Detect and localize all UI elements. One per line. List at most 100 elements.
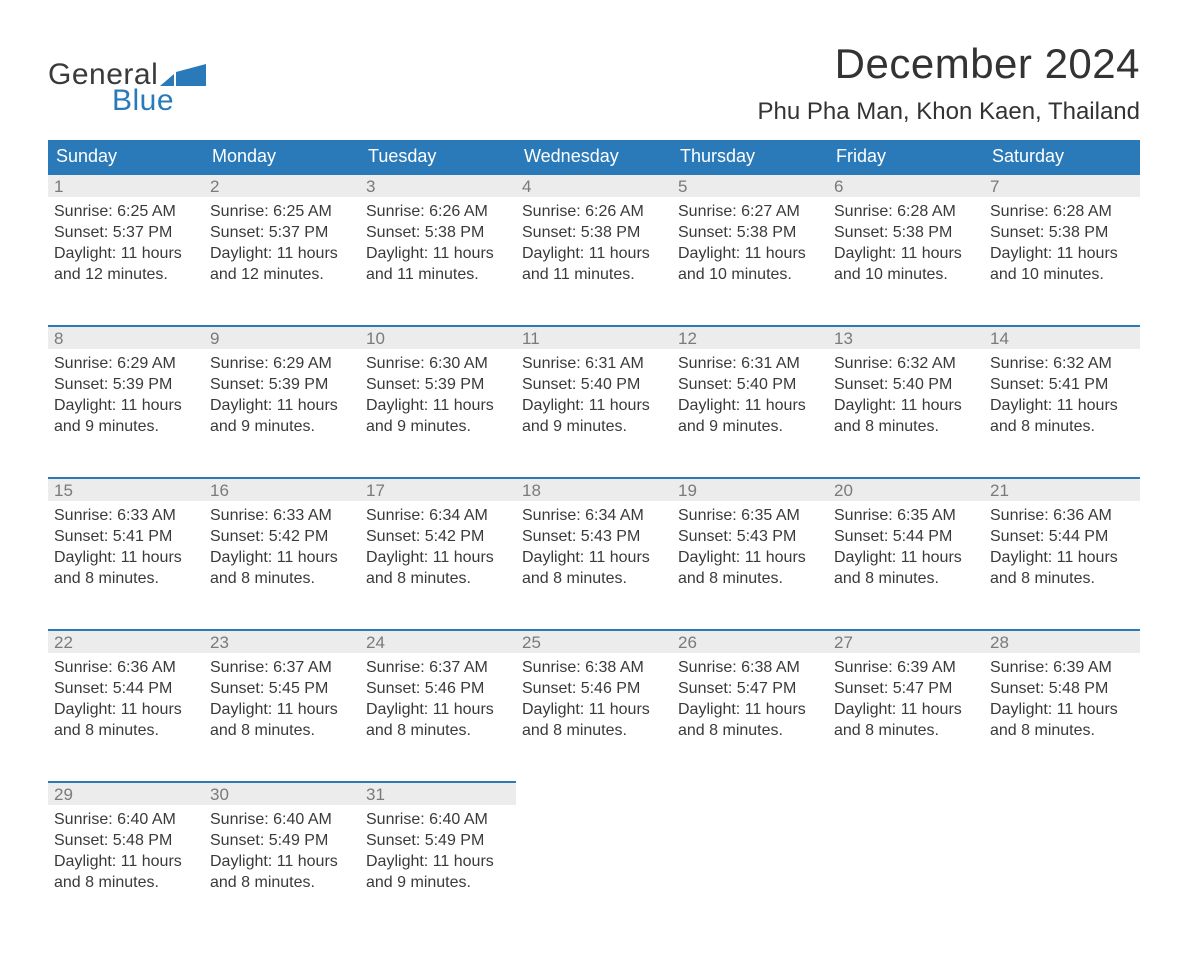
brand-word-2: Blue — [112, 84, 206, 118]
daylight-line: Daylight: 11 hours and 8 minutes. — [366, 547, 510, 589]
daylight-line: Daylight: 11 hours and 10 minutes. — [990, 243, 1134, 285]
day-body-cell — [516, 805, 672, 933]
day-number-cell: 17 — [360, 477, 516, 501]
weekday-header: Tuesday — [360, 140, 516, 173]
day-body-cell: Sunrise: 6:39 AMSunset: 5:47 PMDaylight:… — [828, 653, 984, 781]
day-details: Sunrise: 6:29 AMSunset: 5:39 PMDaylight:… — [48, 349, 204, 447]
weekday-header: Friday — [828, 140, 984, 173]
day-body-cell: Sunrise: 6:33 AMSunset: 5:42 PMDaylight:… — [204, 501, 360, 629]
day-details: Sunrise: 6:35 AMSunset: 5:44 PMDaylight:… — [828, 501, 984, 599]
daylight-line: Daylight: 11 hours and 9 minutes. — [54, 395, 198, 437]
day-details: Sunrise: 6:35 AMSunset: 5:43 PMDaylight:… — [672, 501, 828, 599]
week-daynum-row: 22232425262728 — [48, 629, 1140, 653]
day-number: 19 — [672, 477, 828, 501]
day-number — [828, 781, 984, 805]
day-details: Sunrise: 6:34 AMSunset: 5:42 PMDaylight:… — [360, 501, 516, 599]
day-number-cell: 30 — [204, 781, 360, 805]
day-details: Sunrise: 6:32 AMSunset: 5:40 PMDaylight:… — [828, 349, 984, 447]
day-number-cell: 28 — [984, 629, 1140, 653]
day-body-cell: Sunrise: 6:37 AMSunset: 5:46 PMDaylight:… — [360, 653, 516, 781]
daylight-line: Daylight: 11 hours and 8 minutes. — [834, 547, 978, 589]
sunrise-line: Sunrise: 6:31 AM — [522, 353, 666, 374]
week-body-row: Sunrise: 6:36 AMSunset: 5:44 PMDaylight:… — [48, 653, 1140, 781]
day-number-cell: 1 — [48, 173, 204, 197]
sunset-line: Sunset: 5:44 PM — [54, 678, 198, 699]
day-details: Sunrise: 6:25 AMSunset: 5:37 PMDaylight:… — [204, 197, 360, 295]
day-body-cell: Sunrise: 6:25 AMSunset: 5:37 PMDaylight:… — [204, 197, 360, 325]
sunrise-line: Sunrise: 6:26 AM — [366, 201, 510, 222]
day-details: Sunrise: 6:38 AMSunset: 5:47 PMDaylight:… — [672, 653, 828, 751]
day-number — [672, 781, 828, 805]
day-body-cell: Sunrise: 6:33 AMSunset: 5:41 PMDaylight:… — [48, 501, 204, 629]
day-number: 25 — [516, 629, 672, 653]
daylight-line: Daylight: 11 hours and 10 minutes. — [678, 243, 822, 285]
week-daynum-row: 293031 — [48, 781, 1140, 805]
day-number: 2 — [204, 173, 360, 197]
daylight-line: Daylight: 11 hours and 8 minutes. — [990, 395, 1134, 437]
day-number: 8 — [48, 325, 204, 349]
sunrise-line: Sunrise: 6:25 AM — [210, 201, 354, 222]
daylight-line: Daylight: 11 hours and 9 minutes. — [366, 395, 510, 437]
location-subtitle: Phu Pha Man, Khon Kaen, Thailand — [758, 98, 1141, 126]
sunrise-line: Sunrise: 6:34 AM — [522, 505, 666, 526]
daylight-line: Daylight: 11 hours and 9 minutes. — [678, 395, 822, 437]
day-number: 30 — [204, 781, 360, 805]
day-details: Sunrise: 6:25 AMSunset: 5:37 PMDaylight:… — [48, 197, 204, 295]
day-body-cell: Sunrise: 6:36 AMSunset: 5:44 PMDaylight:… — [984, 501, 1140, 629]
day-number-cell: 9 — [204, 325, 360, 349]
day-details: Sunrise: 6:33 AMSunset: 5:42 PMDaylight:… — [204, 501, 360, 599]
day-number-cell: 20 — [828, 477, 984, 501]
day-details: Sunrise: 6:40 AMSunset: 5:49 PMDaylight:… — [204, 805, 360, 903]
day-body-cell: Sunrise: 6:32 AMSunset: 5:41 PMDaylight:… — [984, 349, 1140, 477]
sunrise-line: Sunrise: 6:36 AM — [990, 505, 1134, 526]
weekday-header: Thursday — [672, 140, 828, 173]
day-details: Sunrise: 6:36 AMSunset: 5:44 PMDaylight:… — [984, 501, 1140, 599]
sunrise-line: Sunrise: 6:25 AM — [54, 201, 198, 222]
day-number: 17 — [360, 477, 516, 501]
day-details: Sunrise: 6:31 AMSunset: 5:40 PMDaylight:… — [672, 349, 828, 447]
sunset-line: Sunset: 5:39 PM — [210, 374, 354, 395]
day-details: Sunrise: 6:30 AMSunset: 5:39 PMDaylight:… — [360, 349, 516, 447]
day-details: Sunrise: 6:31 AMSunset: 5:40 PMDaylight:… — [516, 349, 672, 447]
day-details: Sunrise: 6:26 AMSunset: 5:38 PMDaylight:… — [516, 197, 672, 295]
day-body-cell: Sunrise: 6:37 AMSunset: 5:45 PMDaylight:… — [204, 653, 360, 781]
weekday-header: Wednesday — [516, 140, 672, 173]
sunset-line: Sunset: 5:42 PM — [366, 526, 510, 547]
sunset-line: Sunset: 5:49 PM — [366, 830, 510, 851]
day-number-cell: 14 — [984, 325, 1140, 349]
sunset-line: Sunset: 5:45 PM — [210, 678, 354, 699]
day-number: 6 — [828, 173, 984, 197]
brand-logo: General Blue — [48, 58, 206, 118]
day-number: 1 — [48, 173, 204, 197]
day-details: Sunrise: 6:39 AMSunset: 5:47 PMDaylight:… — [828, 653, 984, 751]
daylight-line: Daylight: 11 hours and 8 minutes. — [54, 851, 198, 893]
day-number: 13 — [828, 325, 984, 349]
day-number: 20 — [828, 477, 984, 501]
sunset-line: Sunset: 5:38 PM — [678, 222, 822, 243]
day-number: 26 — [672, 629, 828, 653]
sunset-line: Sunset: 5:39 PM — [366, 374, 510, 395]
day-number-cell: 4 — [516, 173, 672, 197]
day-number: 27 — [828, 629, 984, 653]
day-number: 29 — [48, 781, 204, 805]
day-number-cell: 16 — [204, 477, 360, 501]
day-number: 31 — [360, 781, 516, 805]
day-number: 10 — [360, 325, 516, 349]
sunset-line: Sunset: 5:44 PM — [990, 526, 1134, 547]
sunset-line: Sunset: 5:40 PM — [678, 374, 822, 395]
sunset-line: Sunset: 5:46 PM — [522, 678, 666, 699]
day-number-cell: 23 — [204, 629, 360, 653]
sunset-line: Sunset: 5:38 PM — [834, 222, 978, 243]
week-daynum-row: 1234567 — [48, 173, 1140, 197]
day-details: Sunrise: 6:37 AMSunset: 5:46 PMDaylight:… — [360, 653, 516, 751]
day-details: Sunrise: 6:37 AMSunset: 5:45 PMDaylight:… — [204, 653, 360, 751]
day-body-cell — [672, 805, 828, 933]
sunrise-line: Sunrise: 6:32 AM — [834, 353, 978, 374]
day-number: 23 — [204, 629, 360, 653]
sunrise-line: Sunrise: 6:30 AM — [366, 353, 510, 374]
day-number: 24 — [360, 629, 516, 653]
day-number: 4 — [516, 173, 672, 197]
day-body-cell: Sunrise: 6:25 AMSunset: 5:37 PMDaylight:… — [48, 197, 204, 325]
day-body-cell: Sunrise: 6:34 AMSunset: 5:43 PMDaylight:… — [516, 501, 672, 629]
day-details: Sunrise: 6:36 AMSunset: 5:44 PMDaylight:… — [48, 653, 204, 751]
